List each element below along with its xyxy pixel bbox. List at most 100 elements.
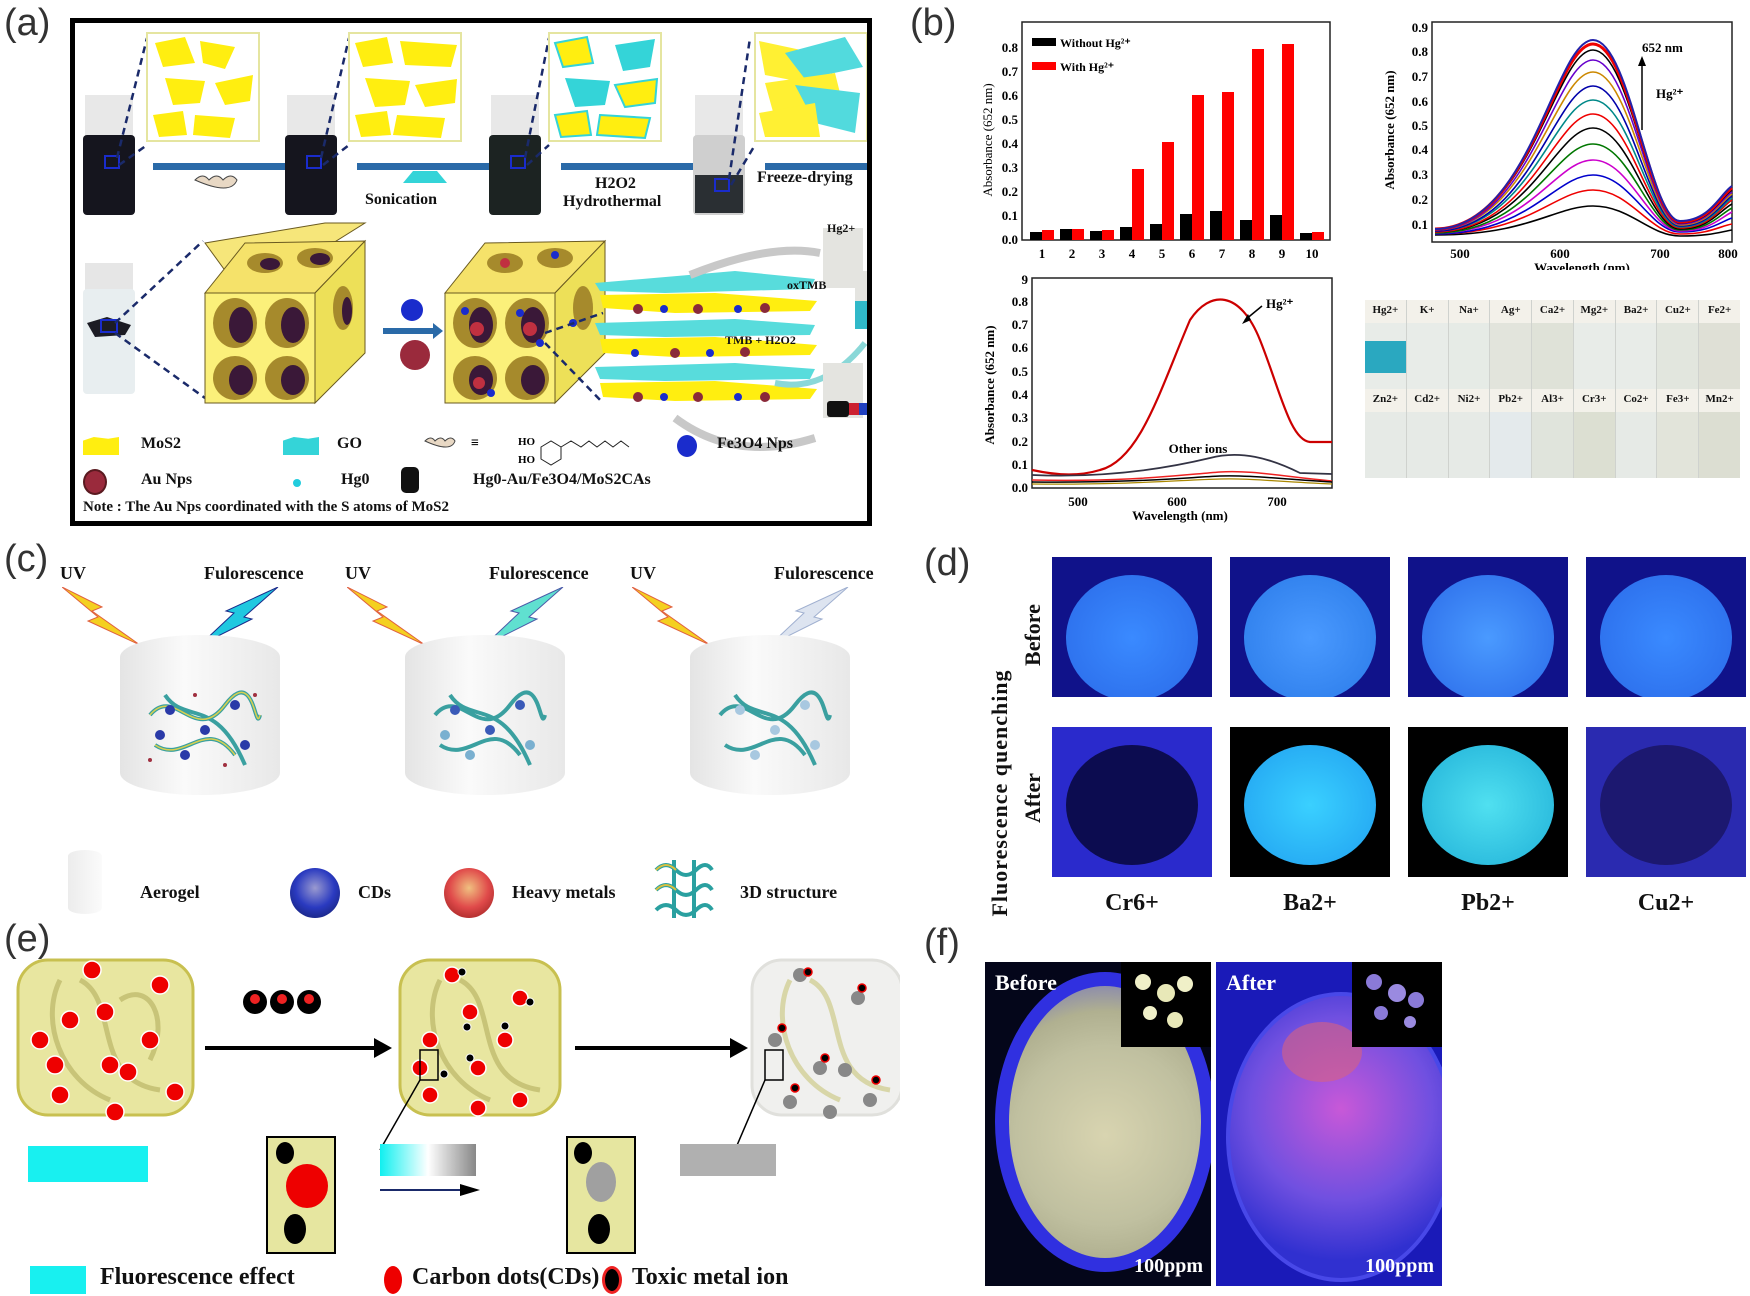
vial-icon — [83, 95, 135, 215]
vial-zn: Zn2+ — [1365, 389, 1407, 478]
svg-text:Without Hg²⁺: Without Hg²⁺ — [1060, 36, 1131, 50]
svg-text:0.9: 0.9 — [1412, 20, 1429, 35]
cd-network-icon — [148, 690, 262, 767]
step-label-sonication: Sonication — [365, 191, 438, 208]
d-before-cr — [1052, 557, 1212, 697]
panel-label-d: (d) — [924, 542, 971, 584]
fe3o4-np-icon — [677, 435, 697, 457]
d-row-before: Before — [1020, 604, 1045, 666]
fluorescence-bolt-icon — [770, 587, 849, 646]
vial-cr: Cr3+ — [1573, 389, 1616, 478]
svg-text:700: 700 — [1267, 494, 1287, 509]
svg-text:Wavelength (nm): Wavelength (nm) — [1534, 260, 1630, 270]
svg-text:10: 10 — [1306, 246, 1319, 260]
selectivity-spectra-chart: 0.0 0.1 0.2 0.3 0.4 0.5 0.6 0.7 0.8 9 Absorbance … — [982, 272, 1333, 523]
panel-label-c: (c) — [4, 538, 49, 580]
panel-e-diagram — [16, 958, 900, 1151]
skull-ion-icon — [602, 1266, 622, 1294]
svg-text:0.7: 0.7 — [1012, 317, 1029, 332]
panel-label-b: (b) — [910, 2, 957, 44]
svg-text:800: 800 — [1718, 246, 1738, 261]
svg-text:0.0: 0.0 — [1002, 232, 1018, 247]
svg-text:2: 2 — [1069, 246, 1076, 260]
svg-text:1: 1 — [1039, 246, 1046, 260]
uv-bolt-icon — [62, 587, 141, 646]
porous-cube-icon — [203, 222, 367, 405]
cd-network-icon — [718, 690, 832, 766]
d-before-ba — [1230, 557, 1390, 697]
svg-text:Wavelength (nm): Wavelength (nm) — [1132, 508, 1228, 523]
vial-cu: Cu2+ — [1657, 300, 1700, 389]
ligand-icon: ≡ HO HO — [424, 436, 630, 466]
vial-cd: Cd2+ — [1406, 389, 1449, 478]
svg-text:8: 8 — [1249, 246, 1256, 260]
d-after-pb — [1408, 727, 1568, 877]
panel-a-note: Note : The Au Nps coordinated with the S… — [83, 499, 449, 515]
svg-text:0.5: 0.5 — [1002, 112, 1019, 127]
panel-label-e: (e) — [4, 918, 51, 960]
svg-text:600: 600 — [1167, 494, 1187, 509]
d-column-labels: Cr6+ Ba2+ Pb2+ Cu2+ — [1105, 890, 1695, 916]
svg-text:With Hg²⁺: With Hg²⁺ — [1060, 60, 1114, 74]
svg-text:Hg²⁺: Hg²⁺ — [1656, 86, 1684, 101]
ion-row-2: Zn2+ Cd2+ Ni2+ Pb2+ Al3+ Cr3+ Co2+ Fe3+ … — [1365, 389, 1741, 478]
svg-text:0.6: 0.6 — [1012, 340, 1029, 355]
vial-ni: Ni2+ — [1448, 389, 1491, 478]
svg-text:7: 7 — [1219, 246, 1226, 260]
svg-text:0.8: 0.8 — [1412, 44, 1429, 59]
svg-text:0.2: 0.2 — [1002, 184, 1018, 199]
svg-text:4: 4 — [1129, 246, 1136, 260]
fluorescence-bar-2 — [380, 1144, 476, 1176]
legend-mos2: MoS2 — [141, 435, 181, 452]
panel-a-legend: MoS2 GO ≡ HO HO Fe3O4 Nps Au Nps Hg0 Hg0-… — [83, 433, 863, 523]
svg-text:0.4: 0.4 — [1012, 387, 1029, 402]
vial-ag: Ag+ — [1490, 300, 1533, 389]
svg-text:0.6: 0.6 — [1002, 88, 1019, 103]
d-before-cu — [1586, 557, 1746, 697]
vial-fe3: Fe3+ — [1657, 389, 1700, 478]
red-dot-icon — [384, 1266, 402, 1294]
photo-before: Before 100ppm — [985, 962, 1211, 1286]
before-inset — [1121, 962, 1211, 1047]
svg-text:3: 3 — [1099, 246, 1106, 260]
vial-pb: Pb2+ — [1490, 389, 1533, 478]
svg-text:0.0: 0.0 — [1012, 480, 1028, 495]
heavy-metal-sphere-icon — [444, 868, 494, 918]
svg-text:5: 5 — [1159, 246, 1166, 260]
hg0-icon — [293, 479, 301, 487]
step-label-hydrothermal: Hydrothermal — [563, 193, 662, 210]
d-after-cu — [1586, 727, 1746, 877]
bar-chart-absorbance: 0.0 0.1 0.2 0.3 0.4 0.5 0.6 0.7 0.8 Absorbance (… — [980, 21, 1331, 260]
inset-zoom-cds — [266, 1136, 336, 1254]
svg-text:Other ions: Other ions — [1169, 441, 1228, 456]
vial-mg: Mg2+ — [1573, 300, 1616, 389]
legend-go: GO — [337, 435, 362, 452]
aerogel-1: UV Fulorescence — [40, 555, 330, 815]
svg-text:Absorbance (652 nm): Absorbance (652 nm) — [982, 325, 997, 444]
aerogel-cylinder-icon — [401, 467, 419, 493]
panel-e-legend: Fluorescence effect Carbon dots(CDs) Tox… — [30, 1260, 910, 1296]
d-grid — [1052, 557, 1746, 877]
svg-text:0.4: 0.4 — [1412, 142, 1429, 157]
legend-au: Au Nps — [141, 471, 193, 488]
go-sheet-icon — [283, 437, 319, 455]
vial-fe2: Fe2+ — [1699, 300, 1741, 389]
svg-text:9: 9 — [1022, 272, 1029, 287]
svg-text:6: 6 — [1189, 246, 1196, 260]
uv-vis-spectra-chart: 0.1 0.2 0.3 0.4 0.5 0.6 0.7 0.8 0.9 Absorbance (… — [1382, 20, 1738, 270]
toxic-ion-icon — [243, 990, 321, 1014]
d-after-ba — [1230, 727, 1390, 877]
layered-structure-icon — [595, 271, 817, 402]
vial-na: Na+ — [1448, 300, 1491, 389]
svg-text:500: 500 — [1068, 494, 1088, 509]
svg-text:0.5: 0.5 — [1012, 364, 1029, 379]
vial-hg: Hg2+ — [1365, 300, 1407, 389]
aerogel-2: UV Fulorescence — [325, 555, 615, 815]
svg-text:600: 600 — [1550, 246, 1570, 261]
panel-c-scene: UV Fulorescence UV Fulorescence UV Fulor… — [40, 555, 900, 815]
cyan-square-icon — [30, 1266, 86, 1294]
svg-text:0.1: 0.1 — [1012, 457, 1028, 472]
ion-vial-grid: Hg2+ K+ Na+ Ag+ Ca2+ Mg2+ Ba2+ Cu2+ Fe2+… — [1365, 300, 1741, 478]
svg-text:0.8: 0.8 — [1012, 294, 1029, 309]
svg-text:Absorbance (652 nm): Absorbance (652 nm) — [980, 83, 995, 196]
